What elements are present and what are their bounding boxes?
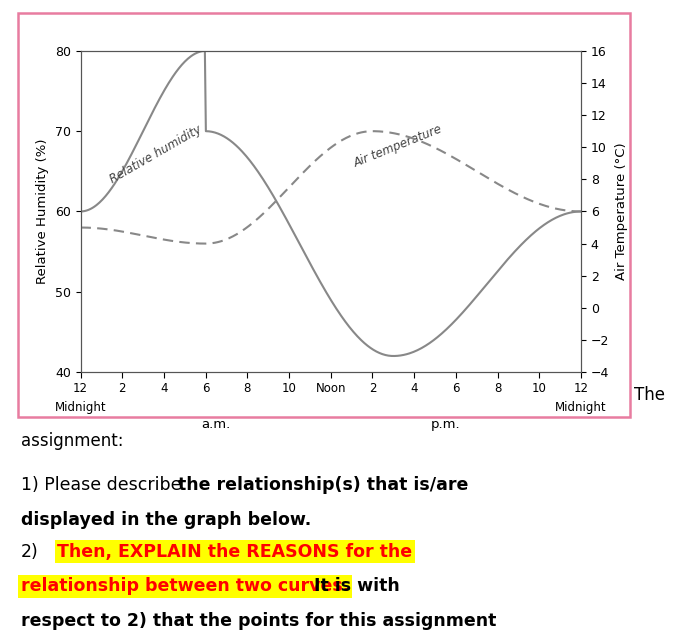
Text: respect to 2) that the points for this assignment: respect to 2) that the points for this a… [21, 612, 496, 630]
Text: Midnight: Midnight [555, 401, 607, 413]
Y-axis label: Air Temperature (°C): Air Temperature (°C) [615, 142, 628, 280]
Text: Air temperature: Air temperature [351, 123, 444, 170]
Text: Relative humidity: Relative humidity [108, 123, 204, 186]
Text: relationship between two curves.: relationship between two curves. [21, 577, 349, 595]
Text: displayed in the graph below.: displayed in the graph below. [21, 511, 312, 529]
Text: p.m.: p.m. [431, 418, 461, 431]
Text: a.m.: a.m. [201, 418, 230, 431]
Text: 2): 2) [21, 543, 38, 560]
Y-axis label: Relative Humidity (%): Relative Humidity (%) [36, 139, 49, 284]
Text: Midnight: Midnight [55, 401, 106, 413]
Text: Then, EXPLAIN the REASONS for the: Then, EXPLAIN the REASONS for the [57, 543, 412, 560]
Text: assignment:: assignment: [21, 432, 123, 450]
Text: It is with: It is with [302, 577, 400, 595]
Text: 1) Please describe: 1) Please describe [21, 476, 187, 494]
Text: the relationship(s) that is/are: the relationship(s) that is/are [178, 476, 469, 494]
Text: The: The [634, 386, 664, 404]
